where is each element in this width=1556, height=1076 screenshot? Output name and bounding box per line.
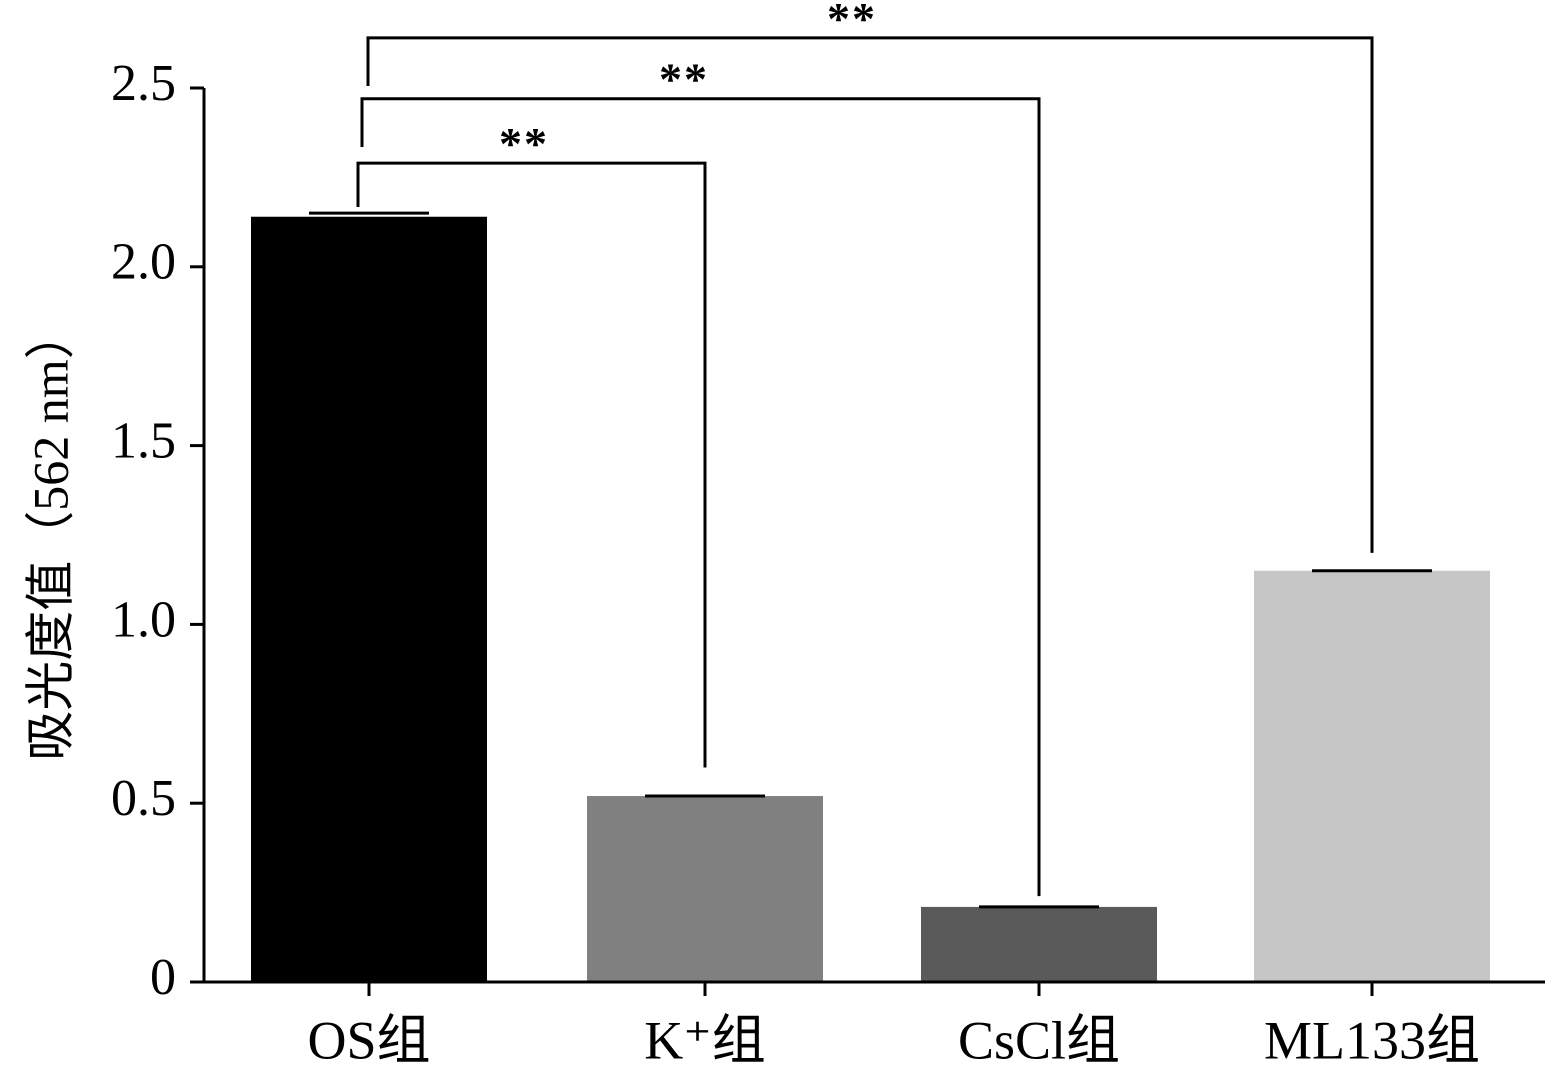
y-tick-label-3: 1.5 [111, 413, 176, 470]
bars-group [251, 216, 1490, 983]
significance-bracket-2 [360, 97, 1041, 897]
bar-1 [251, 216, 487, 983]
x-tick-label-1: K⁺组 [644, 1010, 766, 1070]
significance-bracket-1 [356, 161, 707, 768]
bar-2 [587, 796, 823, 982]
bar-3 [921, 906, 1157, 982]
y-tick-label-0: 0 [150, 949, 176, 1006]
y-tick-label-2: 1.0 [111, 591, 176, 648]
error-bars-group [309, 211, 1432, 909]
x-tick-label-3: ML133组 [1264, 1010, 1480, 1070]
x-tick-label-0: OS组 [307, 1010, 430, 1070]
significance-label-2: ** [659, 54, 709, 105]
y-tick-label-4: 2.0 [111, 234, 176, 291]
y-tick-label-5: 2.5 [111, 55, 176, 112]
significance-label-1: ** [499, 118, 549, 169]
bar-4 [1254, 570, 1490, 982]
x-tick-label-2: CsCl组 [958, 1010, 1120, 1070]
significance-bracket-3 [366, 36, 1374, 553]
y-axis-title: 吸光度值（562 nm） [22, 309, 78, 760]
significance-group: ** ** ** [356, 0, 1374, 897]
significance-label-3: ** [827, 0, 877, 44]
axes-group [202, 88, 1545, 984]
y-ticks-group: 0 0.5 1.0 1.5 2.0 2.5 [111, 55, 204, 1006]
y-tick-label-1: 0.5 [111, 770, 176, 827]
x-ticks-group: OS组 K⁺组 CsCl组 ML133组 [307, 982, 1480, 1070]
